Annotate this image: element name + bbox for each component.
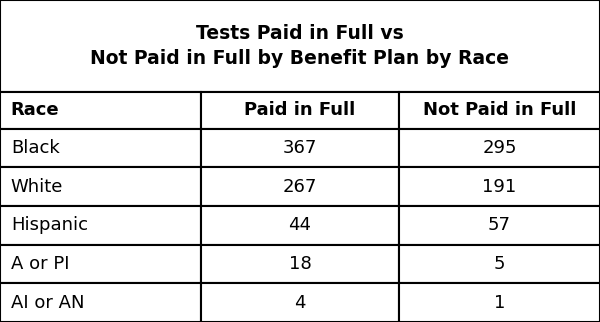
- Text: Paid in Full: Paid in Full: [244, 101, 356, 119]
- Text: A or PI: A or PI: [11, 255, 70, 273]
- Text: 44: 44: [289, 216, 311, 234]
- Text: 295: 295: [482, 139, 517, 157]
- Bar: [201, 245, 399, 283]
- Bar: [0, 0, 600, 92]
- Bar: [399, 129, 600, 167]
- Bar: [0, 129, 201, 167]
- Text: 367: 367: [283, 139, 317, 157]
- Bar: [0, 245, 201, 283]
- Text: Black: Black: [11, 139, 59, 157]
- Bar: [0, 167, 201, 206]
- Bar: [0, 92, 201, 129]
- Text: 191: 191: [482, 178, 517, 196]
- Bar: [0, 283, 201, 322]
- Text: Race: Race: [11, 101, 59, 119]
- Bar: [201, 283, 399, 322]
- Bar: [201, 206, 399, 245]
- Bar: [399, 245, 600, 283]
- Text: AI or AN: AI or AN: [11, 294, 84, 312]
- Bar: [399, 92, 600, 129]
- Text: 267: 267: [283, 178, 317, 196]
- Bar: [201, 167, 399, 206]
- Text: 4: 4: [294, 294, 306, 312]
- Bar: [399, 206, 600, 245]
- Text: 5: 5: [494, 255, 505, 273]
- Text: 57: 57: [488, 216, 511, 234]
- Text: Not Paid in Full: Not Paid in Full: [423, 101, 576, 119]
- Text: 1: 1: [494, 294, 505, 312]
- Bar: [399, 167, 600, 206]
- Bar: [0, 206, 201, 245]
- Bar: [201, 129, 399, 167]
- Bar: [201, 92, 399, 129]
- Text: White: White: [11, 178, 63, 196]
- Text: Tests Paid in Full vs
Not Paid in Full by Benefit Plan by Race: Tests Paid in Full vs Not Paid in Full b…: [91, 24, 509, 68]
- Bar: [399, 283, 600, 322]
- Text: 18: 18: [289, 255, 311, 273]
- Text: Hispanic: Hispanic: [11, 216, 88, 234]
